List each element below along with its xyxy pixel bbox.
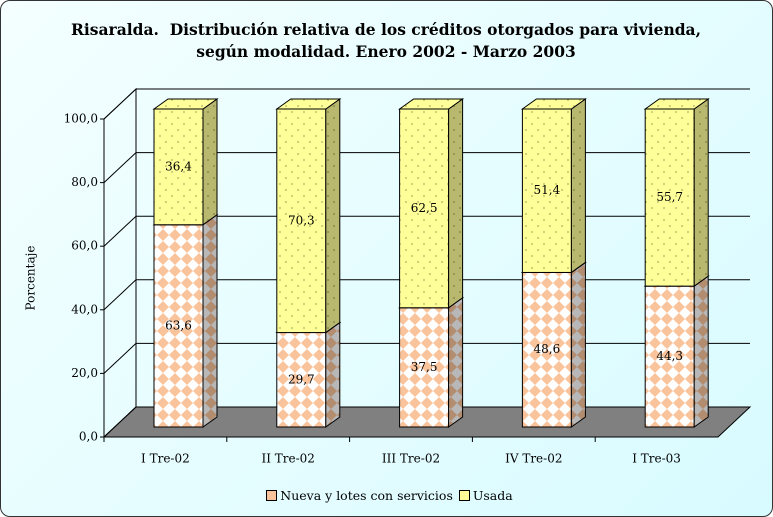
- bar-side: [448, 296, 464, 428]
- bar: [399, 108, 450, 309]
- x-tick-label: IV Tre-02: [505, 452, 562, 466]
- bar-side: [570, 98, 586, 274]
- chart-title: Risaralda. Distribución relativa de los …: [71, 20, 707, 61]
- side-wall: [103, 87, 137, 439]
- value-label: 70,3: [288, 213, 315, 227]
- bar-top: [152, 98, 219, 110]
- bar-side: [693, 275, 709, 428]
- y-tick-label: 100,0: [64, 112, 98, 126]
- bar-side: [202, 98, 218, 226]
- value-label: 51,4: [534, 183, 561, 197]
- value-label: 37,5: [411, 360, 438, 374]
- value-label: 29,7: [288, 372, 315, 386]
- y-tick-label: 20,0: [71, 366, 98, 380]
- bar: [644, 108, 695, 287]
- value-label: 62,5: [411, 201, 438, 215]
- y-tick-label: 80,0: [71, 175, 98, 189]
- bar-side: [325, 321, 341, 428]
- y-tick-label: 40,0: [71, 302, 98, 316]
- bar-side: [693, 98, 709, 288]
- legend: Nueva y lotes con servicios Usada: [1, 488, 772, 503]
- legend-label: Nueva y lotes con servicios: [280, 488, 453, 503]
- legend-swatch: [458, 490, 470, 501]
- value-label: 36,4: [165, 159, 192, 173]
- value-label: 44,3: [656, 349, 683, 363]
- bar: [521, 271, 572, 428]
- bar: [276, 108, 327, 334]
- value-label: 55,7: [656, 190, 683, 204]
- x-tick-label: I Tre-03: [632, 452, 681, 466]
- bar-side: [202, 213, 218, 428]
- x-tick-label: I Tre-02: [141, 452, 190, 466]
- bar-top: [398, 98, 465, 110]
- y-tick-label: 0,0: [79, 430, 98, 444]
- x-tick-label: III Tre-02: [382, 452, 440, 466]
- legend-label: Usada: [472, 488, 513, 503]
- bar: [153, 224, 204, 428]
- bar-top: [520, 98, 587, 110]
- legend-swatch: [266, 490, 278, 501]
- y-axis-label: Porcentaje: [24, 246, 38, 311]
- bar-side: [325, 98, 341, 334]
- grid-line: [103, 88, 750, 120]
- value-label: 48,6: [534, 342, 561, 356]
- y-tick-label: 60,0: [71, 239, 98, 253]
- bar: [153, 108, 204, 226]
- bar: [521, 108, 572, 273]
- value-label: 63,6: [165, 318, 192, 332]
- bar: [644, 285, 695, 428]
- bar-top: [643, 98, 710, 110]
- bar-top: [275, 98, 342, 110]
- x-tick-label: II Tre-02: [261, 452, 314, 466]
- bar-side: [570, 261, 586, 428]
- bar: [399, 307, 450, 428]
- bar-side: [448, 98, 464, 309]
